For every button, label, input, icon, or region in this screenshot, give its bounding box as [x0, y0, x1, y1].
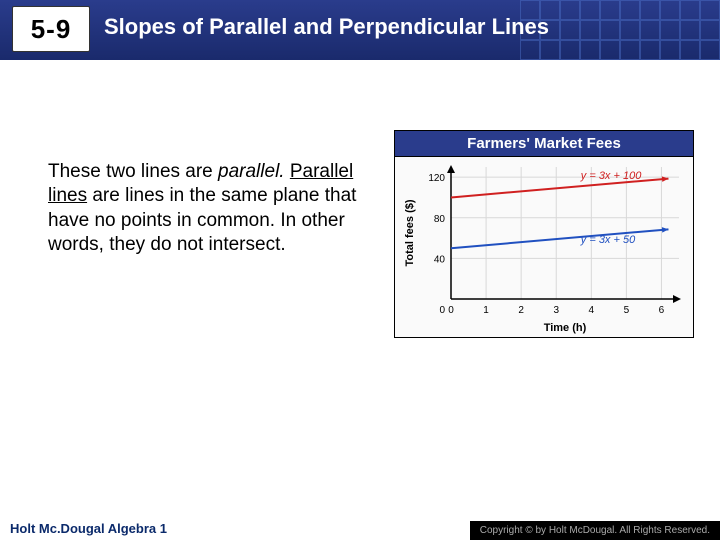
chart-container: Farmers' Market Fees 0 1 2 3 4 5 6 40 80 120 0 Time…	[394, 130, 694, 338]
footer-copyright: Copyright © by Holt McDougal. All Rights…	[470, 521, 720, 540]
lesson-title: Slopes of Parallel and Perpendicular Lin…	[104, 14, 549, 40]
svg-text:Time (h): Time (h)	[544, 322, 587, 334]
svg-text:1: 1	[483, 305, 489, 316]
footer: Holt Mc.Dougal Algebra 1 Copyright © by …	[0, 516, 720, 540]
svg-text:y = 3x + 50: y = 3x + 50	[580, 234, 636, 246]
footer-left: Holt Mc.Dougal Algebra 1	[0, 521, 167, 536]
chart-plot: 0 1 2 3 4 5 6 40 80 120 0 Time (h) Total fees ($) y =…	[395, 157, 693, 337]
svg-text:Total fees ($): Total fees ($)	[404, 199, 416, 266]
svg-text:4: 4	[589, 305, 595, 316]
body-paragraph: These two lines are parallel. Parallel l…	[48, 160, 378, 257]
svg-text:40: 40	[434, 254, 446, 265]
svg-text:3: 3	[553, 305, 559, 316]
svg-text:6: 6	[659, 305, 665, 316]
svg-text:y = 3x + 100: y = 3x + 100	[580, 170, 642, 182]
svg-text:80: 80	[434, 214, 446, 225]
svg-text:0: 0	[448, 305, 454, 316]
body-sentence1-italic: parallel.	[218, 161, 285, 182]
lesson-number-badge: 5-9	[12, 6, 90, 52]
svg-text:5: 5	[624, 305, 630, 316]
lesson-number: 5-9	[31, 14, 72, 45]
header-grid-decoration	[520, 0, 720, 60]
svg-text:0: 0	[439, 305, 445, 316]
body-sentence2-rest: are lines in the same plane that have no…	[48, 185, 356, 255]
svg-text:120: 120	[428, 173, 445, 184]
svg-text:2: 2	[518, 305, 524, 316]
body-sentence1-pre: These two lines are	[48, 161, 218, 182]
chart-title: Farmers' Market Fees	[395, 131, 693, 157]
header-bar: 5-9 Slopes of Parallel and Perpendicular…	[0, 0, 720, 60]
